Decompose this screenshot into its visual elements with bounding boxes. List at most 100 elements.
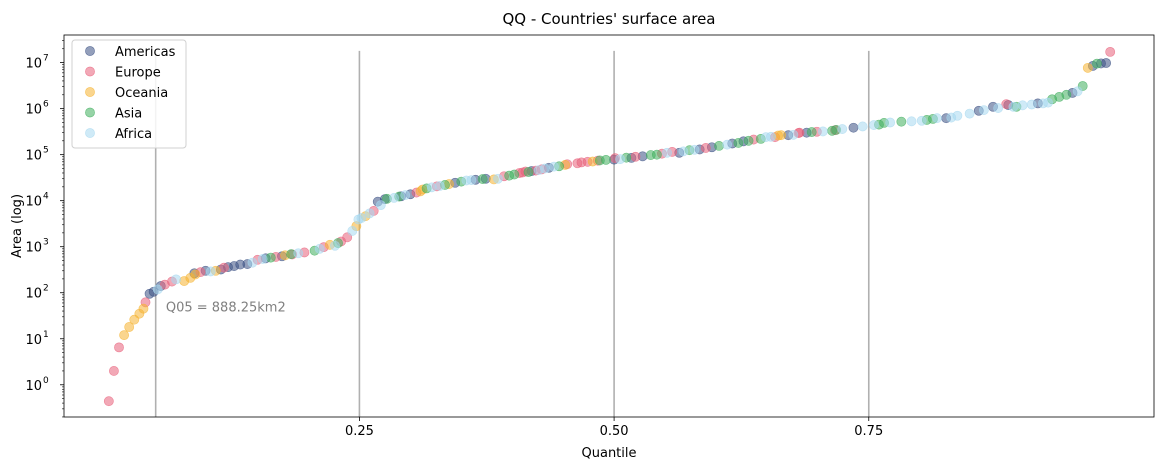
data-point-africa: [689, 144, 700, 155]
y-tick-label: 10: [25, 57, 42, 72]
y-axis-label: Area (log): [10, 194, 25, 258]
legend-label-africa: Africa: [115, 127, 152, 142]
data-point-asia: [601, 154, 611, 165]
data-point-africa: [766, 131, 776, 142]
data-point-africa: [205, 266, 216, 277]
data-point-africa: [314, 243, 325, 254]
data-point-africa: [330, 240, 340, 251]
data-point-africa: [389, 192, 399, 203]
data-point-africa: [426, 182, 437, 193]
data-point-africa: [662, 147, 672, 158]
legend-box: [71, 39, 187, 149]
legend-label-americas: Americas: [115, 45, 176, 60]
data-point-asia: [806, 127, 817, 137]
data-point-africa: [615, 154, 626, 165]
data-point-africa: [549, 161, 559, 172]
data-point-africa: [364, 208, 375, 219]
data-point-asia: [714, 141, 724, 151]
data-point-africa: [493, 173, 503, 184]
data-point-africa: [434, 180, 445, 191]
data-point-asia: [743, 135, 754, 146]
data-point-africa: [978, 105, 989, 115]
x-tick-label: 0.25: [345, 424, 374, 439]
x-tick-label: 0.50: [600, 424, 629, 439]
data-point-asia: [509, 169, 520, 180]
y-tick-exponent: 4: [43, 192, 49, 202]
data-point-africa: [818, 126, 828, 137]
data-point-asia: [896, 116, 907, 127]
data-point-africa: [1026, 99, 1037, 110]
data-point-oceania: [776, 130, 787, 141]
y-tick-exponent: 0: [43, 376, 49, 386]
data-point-africa: [356, 213, 367, 223]
legend-label-europe: Europe: [115, 66, 161, 81]
data-point-africa: [952, 110, 963, 121]
data-point-europe: [342, 232, 353, 243]
legend-marker-oceania: [85, 87, 95, 97]
y-tick-label: 10: [25, 379, 42, 394]
data-point-oceania: [138, 303, 149, 314]
y-tick-exponent: 2: [43, 284, 49, 294]
legend: Americas Europe Oceania Asia Africa: [71, 39, 187, 149]
data-point-africa: [678, 146, 689, 157]
x-axis-label: Quantile: [582, 446, 637, 461]
plot-frame: [63, 34, 1155, 418]
data-point-europe: [630, 151, 641, 162]
x-tick-label: 0.75: [854, 424, 883, 439]
data-point-africa: [885, 117, 896, 128]
data-point-africa: [1008, 101, 1019, 112]
data-point-africa: [993, 103, 1004, 113]
data-point-asia: [1092, 58, 1102, 69]
data-point-africa: [1017, 100, 1028, 111]
data-point-africa: [916, 115, 927, 126]
y-tick-exponent: 3: [43, 238, 49, 248]
data-point-europe: [219, 262, 229, 273]
y-tick-label: 10: [25, 103, 42, 118]
data-point-africa: [347, 226, 358, 236]
data-point-europe: [103, 396, 114, 407]
legend-marker-europe: [85, 66, 95, 77]
data-point-africa: [247, 257, 258, 268]
legend-marker-asia: [85, 107, 95, 118]
y-tick-exponent: 1: [43, 330, 49, 340]
q05-annotation: Q05 = 888.25km2: [166, 301, 286, 316]
y-tick-label: 10: [25, 333, 42, 348]
data-point-africa: [837, 124, 848, 134]
y-tick-exponent: 7: [43, 54, 49, 64]
data-point-africa: [964, 108, 975, 119]
data-point-americas: [848, 122, 859, 133]
data-point-africa: [722, 139, 733, 150]
data-point-africa: [152, 284, 163, 295]
data-point-europe: [1105, 46, 1116, 57]
data-point-asia: [733, 138, 744, 148]
data-point-africa: [257, 254, 268, 264]
data-point-europe: [109, 366, 119, 376]
data-point-asia: [651, 149, 662, 160]
legend-marker-americas: [85, 46, 95, 56]
data-point-asia: [477, 174, 488, 184]
data-point-africa: [932, 113, 942, 124]
data-point-oceania: [119, 330, 130, 341]
y-tick-label: 10: [25, 241, 42, 256]
data-point-africa: [1072, 86, 1083, 97]
legend-label-oceania: Oceania: [115, 86, 168, 101]
data-point-oceania: [124, 322, 135, 332]
data-point-africa: [293, 248, 304, 259]
data-point-europe: [114, 342, 124, 353]
data-point-africa: [868, 120, 879, 130]
data-point-africa: [400, 190, 411, 201]
data-point-africa: [171, 274, 181, 285]
data-point-europe: [700, 143, 711, 153]
data-point-africa: [857, 121, 868, 132]
data-point-africa: [375, 200, 386, 211]
y-tick-label: 10: [25, 287, 42, 302]
data-point-africa: [466, 175, 477, 186]
legend-marker-africa: [85, 128, 95, 138]
y-tick-exponent: 5: [43, 146, 49, 156]
data-point-africa: [539, 163, 550, 174]
data-point-oceania: [190, 269, 201, 280]
chart-title: QQ - Countries' surface area: [502, 10, 715, 28]
data-point-africa: [906, 116, 917, 127]
data-point-americas: [1101, 58, 1112, 68]
